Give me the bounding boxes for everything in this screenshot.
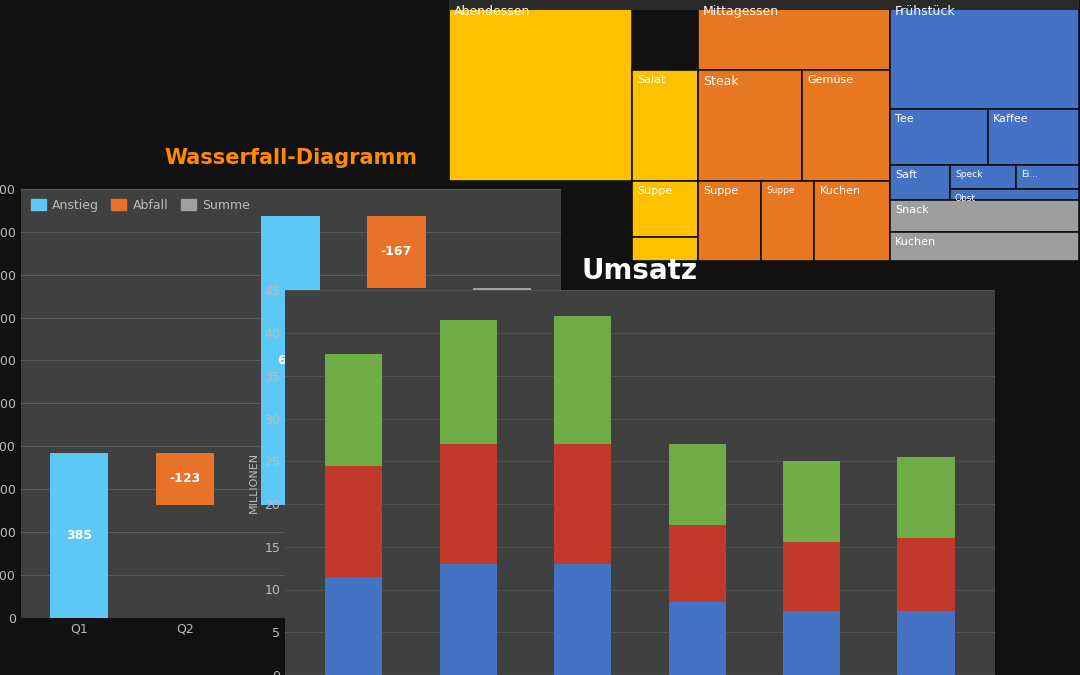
Y-axis label: MILLIONEN: MILLIONEN	[248, 452, 259, 513]
Bar	[698, 70, 801, 181]
Bar	[669, 444, 726, 525]
Bar	[814, 181, 890, 261]
Text: Mittagessen: Mittagessen	[703, 5, 779, 18]
Bar	[325, 354, 382, 466]
Bar	[890, 165, 949, 200]
Bar	[367, 216, 426, 288]
Text: Gemüse: Gemüse	[807, 75, 853, 85]
Bar	[449, 0, 632, 181]
Bar	[261, 216, 320, 506]
Text: Frühstück: Frühstück	[895, 5, 956, 18]
Bar	[440, 320, 497, 444]
Legend: Anstieg, Abfall, Summe: Anstieg, Abfall, Summe	[27, 195, 254, 216]
Text: Tee: Tee	[895, 113, 914, 124]
Bar	[890, 109, 987, 165]
Bar	[554, 316, 611, 444]
Bar	[897, 457, 955, 538]
Bar	[890, 232, 1079, 261]
Text: Salat: Salat	[637, 75, 665, 85]
Text: Suppe: Suppe	[766, 186, 795, 194]
Bar	[890, 200, 1079, 232]
Text: Snack: Snack	[895, 205, 929, 215]
Bar	[698, 181, 761, 261]
Text: 675: 675	[278, 354, 303, 367]
Bar	[669, 525, 726, 602]
Text: Kuchen: Kuchen	[820, 186, 861, 196]
Text: Abendessen: Abendessen	[455, 5, 530, 18]
Bar	[949, 165, 1016, 189]
Text: -167: -167	[381, 245, 413, 259]
Title: Umsatz: Umsatz	[582, 257, 698, 285]
Bar	[890, 0, 1079, 109]
Text: Kuchen: Kuchen	[895, 237, 936, 247]
Bar	[669, 602, 726, 675]
Bar	[949, 189, 1079, 200]
Text: Suppe: Suppe	[637, 186, 672, 196]
Bar	[987, 109, 1079, 165]
Text: Speck: Speck	[955, 169, 982, 179]
Bar	[1016, 165, 1079, 189]
Bar	[761, 181, 814, 261]
Bar	[632, 181, 698, 237]
Bar	[783, 461, 840, 543]
Text: 385: 385	[66, 529, 92, 541]
Text: Suppe: Suppe	[703, 186, 738, 196]
Bar	[449, 0, 1079, 9]
Bar	[554, 444, 611, 564]
Bar	[440, 564, 497, 675]
Text: 770: 770	[489, 446, 515, 459]
Text: Steak: Steak	[703, 75, 739, 88]
Bar	[554, 564, 611, 675]
Bar	[325, 466, 382, 576]
Bar	[632, 237, 698, 261]
Bar	[801, 70, 890, 181]
Text: Kaffee: Kaffee	[993, 113, 1028, 124]
Bar	[897, 611, 955, 675]
Bar	[897, 538, 955, 611]
Bar	[50, 453, 108, 618]
Text: Obst: Obst	[955, 194, 976, 202]
Text: -123: -123	[168, 472, 200, 485]
Text: Ei...: Ei...	[1021, 169, 1038, 179]
Bar	[783, 543, 840, 611]
Bar	[783, 611, 840, 675]
Bar	[632, 70, 698, 181]
Text: Saft: Saft	[895, 169, 917, 180]
Title: Wasserfall-Diagramm: Wasserfall-Diagramm	[164, 148, 417, 168]
Bar	[473, 288, 531, 618]
Bar	[325, 576, 382, 675]
Bar	[156, 453, 214, 506]
Bar	[698, 0, 890, 70]
Bar	[440, 444, 497, 564]
